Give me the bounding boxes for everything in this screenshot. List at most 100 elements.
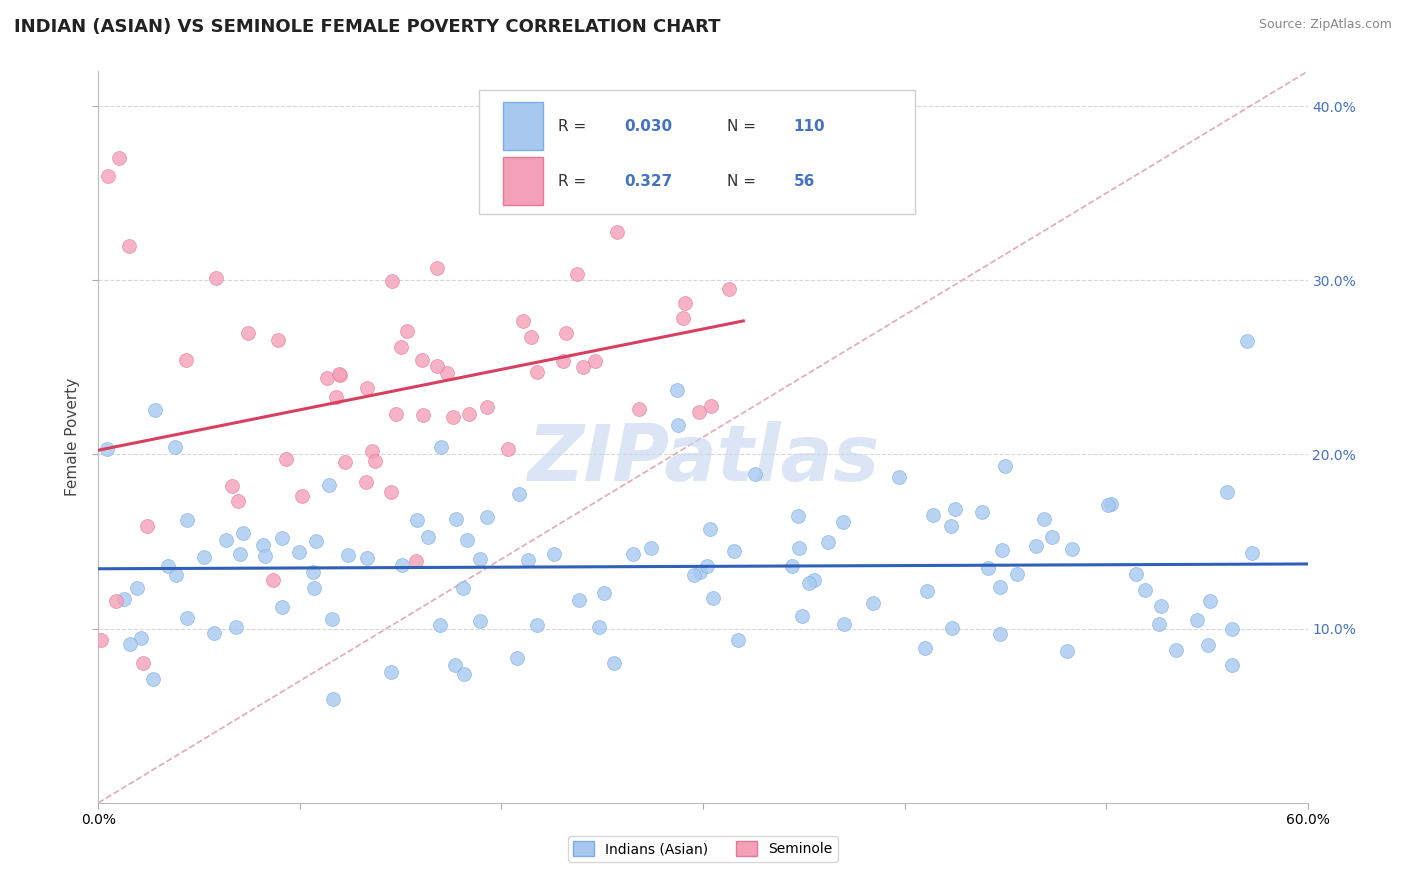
Point xyxy=(519,330,541,344)
Point xyxy=(862,596,884,610)
Point xyxy=(780,558,803,573)
Text: 0.030: 0.030 xyxy=(624,119,672,134)
Point xyxy=(1056,643,1078,657)
Point xyxy=(914,641,936,656)
Point xyxy=(572,359,595,374)
Point xyxy=(380,484,402,499)
Point xyxy=(271,600,294,615)
Point xyxy=(430,440,453,454)
FancyBboxPatch shape xyxy=(503,157,543,205)
Point xyxy=(328,367,350,381)
Text: INDIAN (ASIAN) VS SEMINOLE FEMALE POVERTY CORRELATION CHART: INDIAN (ASIAN) VS SEMINOLE FEMALE POVERT… xyxy=(14,18,720,36)
Point xyxy=(718,282,741,296)
Point xyxy=(380,274,402,288)
Point xyxy=(787,509,810,524)
Point xyxy=(672,311,695,326)
Point xyxy=(132,657,155,671)
Point xyxy=(127,581,149,595)
Point xyxy=(508,487,530,501)
Point xyxy=(305,533,328,548)
Point xyxy=(389,340,412,354)
Point xyxy=(682,568,704,582)
Point xyxy=(1097,498,1119,512)
Point xyxy=(429,617,451,632)
Point xyxy=(526,365,548,379)
Point xyxy=(114,591,136,606)
Point xyxy=(915,584,938,599)
Point xyxy=(1220,622,1243,636)
Point xyxy=(274,452,297,467)
Point xyxy=(337,548,360,562)
Point xyxy=(970,505,993,519)
Point xyxy=(565,268,588,282)
Point xyxy=(232,526,254,541)
Point xyxy=(628,401,651,416)
Point xyxy=(941,621,963,635)
Point xyxy=(406,513,429,527)
Point xyxy=(1005,566,1028,581)
Point xyxy=(262,573,284,587)
Point xyxy=(799,575,821,590)
Point xyxy=(176,610,198,624)
Point xyxy=(405,553,427,567)
Point xyxy=(568,593,591,607)
Point xyxy=(990,542,1012,557)
Point xyxy=(271,531,294,545)
Point xyxy=(673,158,696,172)
Point xyxy=(723,543,745,558)
Point xyxy=(593,586,616,600)
Point xyxy=(1236,334,1258,349)
Point xyxy=(1025,539,1047,553)
Text: R =: R = xyxy=(558,174,591,188)
FancyBboxPatch shape xyxy=(479,90,915,214)
Point xyxy=(1149,617,1171,632)
Point xyxy=(318,478,340,492)
Point xyxy=(380,665,402,679)
Point xyxy=(603,657,626,671)
Point xyxy=(673,296,696,310)
Point xyxy=(621,547,644,561)
Text: 0.327: 0.327 xyxy=(624,174,672,188)
Point xyxy=(790,609,813,624)
Point xyxy=(817,535,839,549)
Point xyxy=(1198,594,1220,608)
Point xyxy=(176,513,198,527)
Point xyxy=(516,552,538,566)
Point xyxy=(157,559,180,574)
Point xyxy=(135,518,157,533)
Point xyxy=(1197,639,1219,653)
Point xyxy=(441,410,464,425)
Legend: Indians (Asian), Seminole: Indians (Asian), Seminole xyxy=(568,836,838,862)
Point xyxy=(1185,613,1208,627)
Point xyxy=(689,565,711,579)
Point xyxy=(120,637,142,651)
Point xyxy=(832,516,855,530)
Point xyxy=(301,565,323,579)
Point xyxy=(496,442,519,456)
Point xyxy=(1099,498,1122,512)
Point xyxy=(457,407,479,421)
Point xyxy=(506,651,529,665)
Point xyxy=(1164,642,1187,657)
Point xyxy=(1133,582,1156,597)
Point xyxy=(322,692,344,706)
Point xyxy=(96,442,118,457)
Point xyxy=(97,169,120,183)
Point xyxy=(107,152,129,166)
Point xyxy=(205,271,228,285)
Point xyxy=(702,591,724,606)
Text: 56: 56 xyxy=(793,174,815,188)
Point xyxy=(939,518,962,533)
Point xyxy=(436,366,458,380)
Point xyxy=(468,552,491,566)
Point xyxy=(1216,485,1239,500)
Point xyxy=(700,400,723,414)
Point xyxy=(391,558,413,572)
Point xyxy=(288,545,311,559)
Point xyxy=(105,593,128,607)
Point xyxy=(787,541,810,556)
Point xyxy=(1220,657,1243,672)
Point xyxy=(426,359,449,373)
Point xyxy=(453,667,475,681)
Text: 110: 110 xyxy=(793,119,825,134)
